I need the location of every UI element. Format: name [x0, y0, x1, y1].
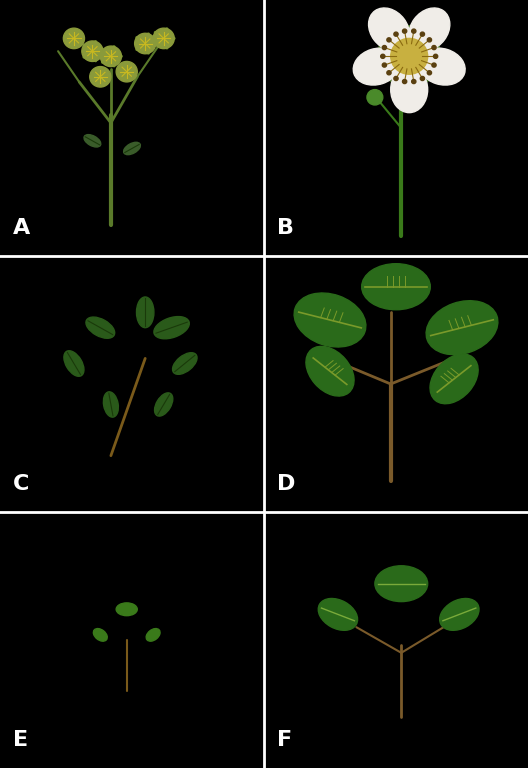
Ellipse shape	[103, 392, 118, 417]
Ellipse shape	[164, 42, 168, 49]
Circle shape	[382, 45, 386, 50]
Circle shape	[382, 63, 386, 67]
Ellipse shape	[136, 37, 142, 41]
Ellipse shape	[146, 33, 149, 39]
Ellipse shape	[111, 46, 115, 52]
Ellipse shape	[93, 41, 97, 47]
Ellipse shape	[136, 46, 142, 50]
Ellipse shape	[168, 37, 175, 40]
Ellipse shape	[390, 68, 401, 81]
Ellipse shape	[409, 8, 450, 51]
Ellipse shape	[86, 317, 115, 338]
Ellipse shape	[146, 48, 149, 54]
Ellipse shape	[318, 598, 357, 631]
Ellipse shape	[406, 25, 412, 41]
Circle shape	[412, 29, 416, 33]
Ellipse shape	[419, 48, 465, 85]
Ellipse shape	[294, 293, 366, 347]
Ellipse shape	[93, 628, 107, 641]
Circle shape	[82, 41, 103, 61]
Ellipse shape	[164, 28, 168, 35]
Circle shape	[402, 29, 407, 33]
Circle shape	[402, 79, 407, 84]
Ellipse shape	[116, 603, 137, 616]
Ellipse shape	[116, 55, 122, 58]
Ellipse shape	[84, 134, 101, 147]
Text: E: E	[13, 730, 29, 750]
Circle shape	[100, 46, 121, 67]
Ellipse shape	[93, 55, 97, 61]
Ellipse shape	[83, 54, 89, 58]
Ellipse shape	[111, 61, 115, 67]
Text: B: B	[277, 218, 294, 238]
Ellipse shape	[64, 351, 84, 376]
Circle shape	[135, 33, 156, 54]
Circle shape	[427, 71, 431, 74]
Circle shape	[394, 32, 398, 36]
Circle shape	[412, 79, 416, 84]
Ellipse shape	[391, 67, 428, 113]
Circle shape	[90, 67, 111, 87]
Circle shape	[391, 38, 428, 74]
Circle shape	[394, 77, 398, 81]
Ellipse shape	[124, 142, 140, 154]
Ellipse shape	[97, 50, 103, 53]
Ellipse shape	[102, 58, 107, 63]
Ellipse shape	[155, 393, 173, 416]
Ellipse shape	[146, 628, 160, 641]
Circle shape	[420, 77, 425, 81]
Circle shape	[116, 61, 137, 82]
Ellipse shape	[150, 42, 156, 45]
Circle shape	[432, 45, 436, 50]
Circle shape	[387, 38, 391, 42]
Ellipse shape	[440, 598, 479, 631]
Ellipse shape	[362, 263, 430, 310]
Circle shape	[63, 28, 84, 48]
Circle shape	[420, 32, 425, 36]
Ellipse shape	[306, 346, 354, 396]
Ellipse shape	[137, 297, 154, 328]
Circle shape	[367, 90, 383, 105]
Text: D: D	[277, 474, 296, 494]
Ellipse shape	[430, 354, 478, 404]
Text: C: C	[13, 474, 30, 494]
Ellipse shape	[375, 566, 428, 601]
Ellipse shape	[424, 45, 439, 53]
Ellipse shape	[102, 50, 107, 54]
Ellipse shape	[83, 45, 89, 49]
Ellipse shape	[154, 316, 190, 339]
Circle shape	[387, 71, 391, 74]
Ellipse shape	[155, 41, 160, 45]
Circle shape	[433, 55, 438, 58]
Text: F: F	[277, 730, 293, 750]
Text: A: A	[13, 218, 31, 238]
Circle shape	[427, 38, 431, 42]
Circle shape	[432, 63, 436, 67]
Ellipse shape	[353, 48, 400, 85]
Ellipse shape	[426, 301, 498, 355]
Ellipse shape	[173, 353, 197, 374]
Circle shape	[153, 28, 174, 48]
Ellipse shape	[418, 68, 429, 81]
Ellipse shape	[369, 8, 410, 51]
Circle shape	[381, 55, 385, 58]
Ellipse shape	[155, 31, 160, 36]
Ellipse shape	[379, 45, 394, 53]
